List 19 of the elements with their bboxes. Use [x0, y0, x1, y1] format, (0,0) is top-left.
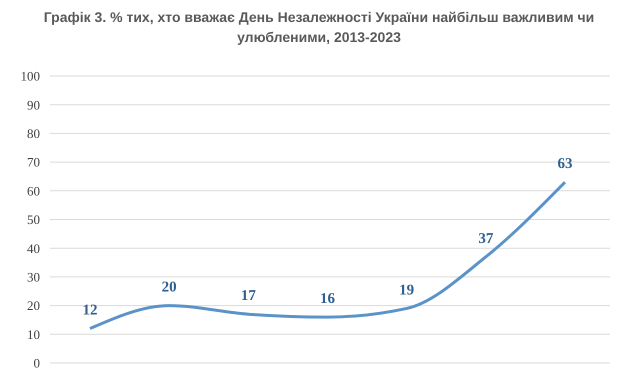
y-tick-label: 70: [27, 154, 40, 170]
data-label: 16: [320, 291, 336, 308]
y-tick-label: 60: [27, 183, 40, 198]
data-label: 37: [478, 230, 494, 247]
data-label: 17: [240, 288, 256, 304]
data-label: 20: [162, 280, 177, 296]
y-tick-label: 90: [27, 97, 40, 112]
data-label: 19: [399, 282, 414, 298]
y-tick-label: 0: [34, 356, 40, 371]
y-tick-label: 20: [27, 298, 40, 314]
y-tick-label: 30: [27, 269, 40, 284]
y-tick-label: 40: [27, 240, 40, 256]
y-tick-label: 100: [20, 68, 40, 84]
y-tick-label: 10: [27, 326, 40, 342]
y-tick-label: 80: [27, 126, 40, 141]
data-label: 12: [82, 302, 98, 319]
chart-title: Графік 3. % тих, хто вважає День Незалежності України найбільш важливим чи улюбленими, 2013-2023: [44, 9, 594, 45]
y-tick-label: 50: [27, 212, 40, 228]
data-label: 63: [558, 156, 572, 172]
